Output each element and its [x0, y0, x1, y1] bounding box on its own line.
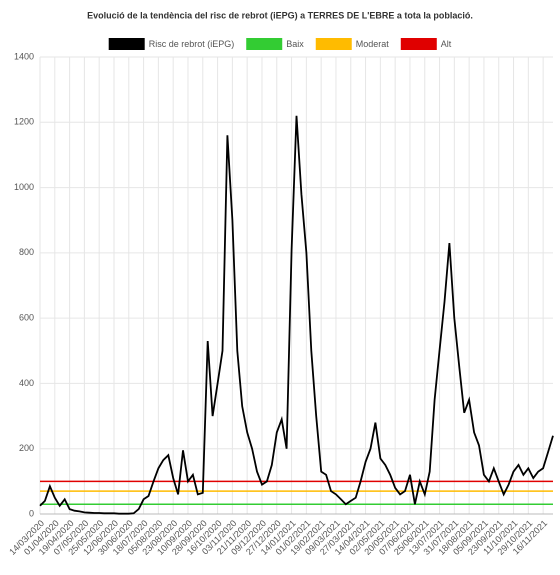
y-tick-label: 800 [19, 247, 34, 257]
legend-swatch [108, 38, 145, 50]
series-line [39, 115, 554, 515]
y-tick-label: 1200 [14, 117, 34, 127]
y-tick-label: 1000 [14, 182, 34, 192]
y-tick-label: 400 [19, 378, 34, 388]
y-tick-label: 200 [19, 443, 34, 453]
legend-label: Moderat [356, 39, 390, 49]
y-tick-label: 1400 [14, 51, 34, 61]
legend-swatch [315, 38, 352, 50]
legend-label: Risc de rebrot (iEPG) [149, 39, 235, 49]
legend-swatch [246, 38, 283, 50]
legend-label: Baix [286, 39, 304, 49]
y-tick-label: 600 [19, 313, 34, 323]
legend-label: Alt [441, 39, 452, 49]
chart-title: Evolució de la tendència del risc de reb… [87, 10, 473, 20]
y-tick-label: 0 [29, 508, 34, 518]
legend-swatch [400, 38, 437, 50]
